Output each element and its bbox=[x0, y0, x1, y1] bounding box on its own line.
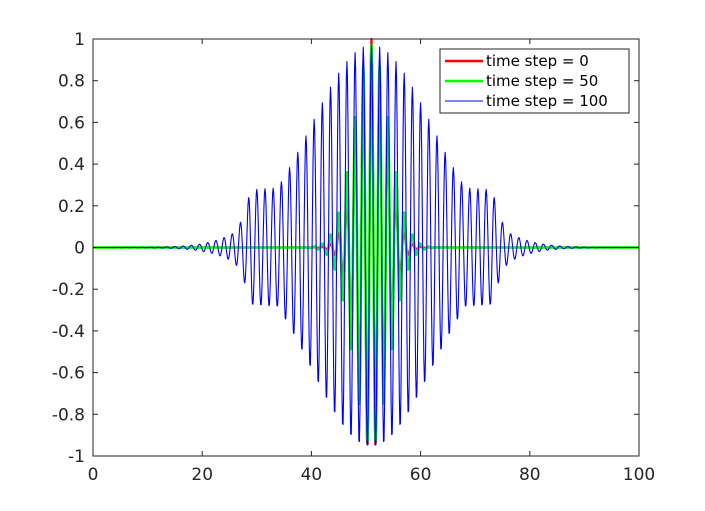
x-axis: 0 20 40 60 80 100 bbox=[88, 39, 655, 485]
legend-label: time step = 100 bbox=[486, 92, 608, 110]
legend: time step = 0 time step = 50 time step = 1… bbox=[439, 48, 630, 114]
y-tick-label: -0.6 bbox=[52, 364, 85, 384]
series-layer bbox=[92, 37, 640, 446]
x-tick-label: 100 bbox=[623, 465, 655, 485]
legend-label: time step = 0 bbox=[486, 52, 589, 70]
y-tick-label: 0.8 bbox=[58, 72, 85, 92]
y-tick-label: 0.4 bbox=[58, 155, 85, 175]
y-tick-label: -0.2 bbox=[52, 280, 85, 300]
x-tick-label: 20 bbox=[191, 465, 213, 485]
y-tick-label: -0.4 bbox=[52, 322, 85, 342]
x-tick-label: 80 bbox=[519, 465, 541, 485]
legend-label: time step = 50 bbox=[486, 72, 598, 90]
y-tick-label: 1 bbox=[74, 30, 85, 50]
x-tick-label: 0 bbox=[88, 465, 99, 485]
series-line-3 bbox=[93, 44, 640, 446]
y-tick-label: 0.2 bbox=[58, 197, 85, 217]
x-tick-label: 60 bbox=[410, 465, 432, 485]
x-tick-label: 40 bbox=[301, 465, 323, 485]
y-tick-label: -0.8 bbox=[52, 405, 85, 425]
y-tick-label: 0 bbox=[74, 239, 85, 259]
y-tick-label: -1 bbox=[68, 447, 85, 467]
y-tick-label: 0.6 bbox=[58, 113, 85, 133]
y-axis: -1 -0.8 -0.6 -0.4 -0.2 0 0.2 0.4 0.6 0.8 1 bbox=[52, 30, 639, 467]
